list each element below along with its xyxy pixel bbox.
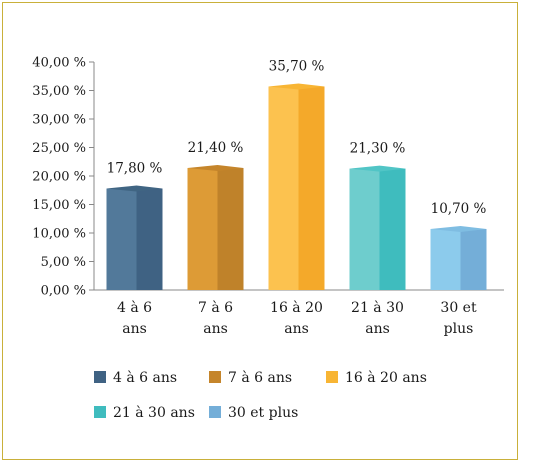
legend-swatch: [326, 371, 338, 383]
legend-swatch: [209, 371, 221, 383]
legend-swatch: [94, 406, 106, 418]
y-tick-label: 10,00 %: [32, 227, 86, 242]
bar: 21,40 %: [187, 140, 244, 290]
legend-item: 21 à 30 ans: [94, 404, 195, 421]
x-category-label: 4 à 6: [117, 299, 152, 316]
bar-value-label: 10,70 %: [431, 201, 487, 217]
bar-top-face: [349, 165, 406, 172]
bar-front-face: [106, 188, 137, 290]
y-tick-label: 5,00 %: [41, 255, 86, 270]
legend-label: 7 à 6 ans: [228, 369, 292, 386]
bar-side-face: [379, 168, 406, 290]
bar-front-face: [430, 229, 461, 290]
bar-value-label: 17,80 %: [107, 161, 163, 177]
legend-item: 30 et plus: [209, 405, 298, 421]
x-category-label: ans: [122, 321, 147, 337]
bar-top-face: [106, 185, 163, 192]
bar-value-label: 35,70 %: [269, 59, 325, 75]
bar-top-face: [187, 165, 244, 172]
x-category-label: ans: [284, 321, 309, 337]
legend-label: 21 à 30 ans: [113, 404, 195, 421]
bar: 35,70 %: [268, 59, 325, 290]
y-tick-label: 0,00 %: [41, 284, 86, 299]
y-tick-label: 30,00 %: [32, 113, 86, 128]
legend-swatch: [209, 406, 221, 418]
y-tick-label: 20,00 %: [32, 170, 86, 185]
y-tick-label: 25,00 %: [32, 141, 86, 156]
x-category-label: 30 et: [440, 300, 477, 316]
legend-item: 16 à 20 ans: [326, 369, 427, 386]
bar-side-face: [460, 229, 487, 290]
bar-top-face: [430, 226, 487, 233]
legend-label: 30 et plus: [228, 405, 298, 421]
x-category-label: plus: [444, 321, 474, 337]
bar-front-face: [268, 86, 299, 290]
y-tick-label: 40,00 %: [32, 56, 86, 71]
x-category-label: ans: [203, 321, 228, 337]
bar-side-face: [217, 168, 244, 290]
x-category-label: ans: [365, 321, 390, 337]
bar-front-face: [187, 168, 218, 290]
bar: 17,80 %: [106, 161, 163, 290]
bar-top-face: [268, 83, 325, 90]
x-category-label: 16 à 20: [270, 299, 323, 316]
bar-front-face: [349, 168, 380, 290]
chart-frame: [2, 2, 518, 460]
bar-value-label: 21,30 %: [350, 141, 406, 157]
bar-side-face: [136, 188, 163, 290]
legend-label: 16 à 20 ans: [345, 369, 427, 386]
y-tick-label: 15,00 %: [32, 198, 86, 213]
x-category-label: 7 à 6: [198, 299, 233, 316]
bar-value-label: 21,40 %: [188, 140, 244, 156]
legend-item: 4 à 6 ans: [94, 369, 177, 386]
bar: 10,70 %: [430, 201, 487, 290]
y-tick-label: 35,00 %: [32, 84, 86, 99]
bar-side-face: [298, 86, 325, 290]
x-category-label: 21 à 30: [351, 299, 404, 316]
legend-swatch: [94, 371, 106, 383]
legend-item: 7 à 6 ans: [209, 369, 292, 386]
bar: 21,30 %: [349, 141, 406, 290]
legend-label: 4 à 6 ans: [113, 369, 177, 386]
